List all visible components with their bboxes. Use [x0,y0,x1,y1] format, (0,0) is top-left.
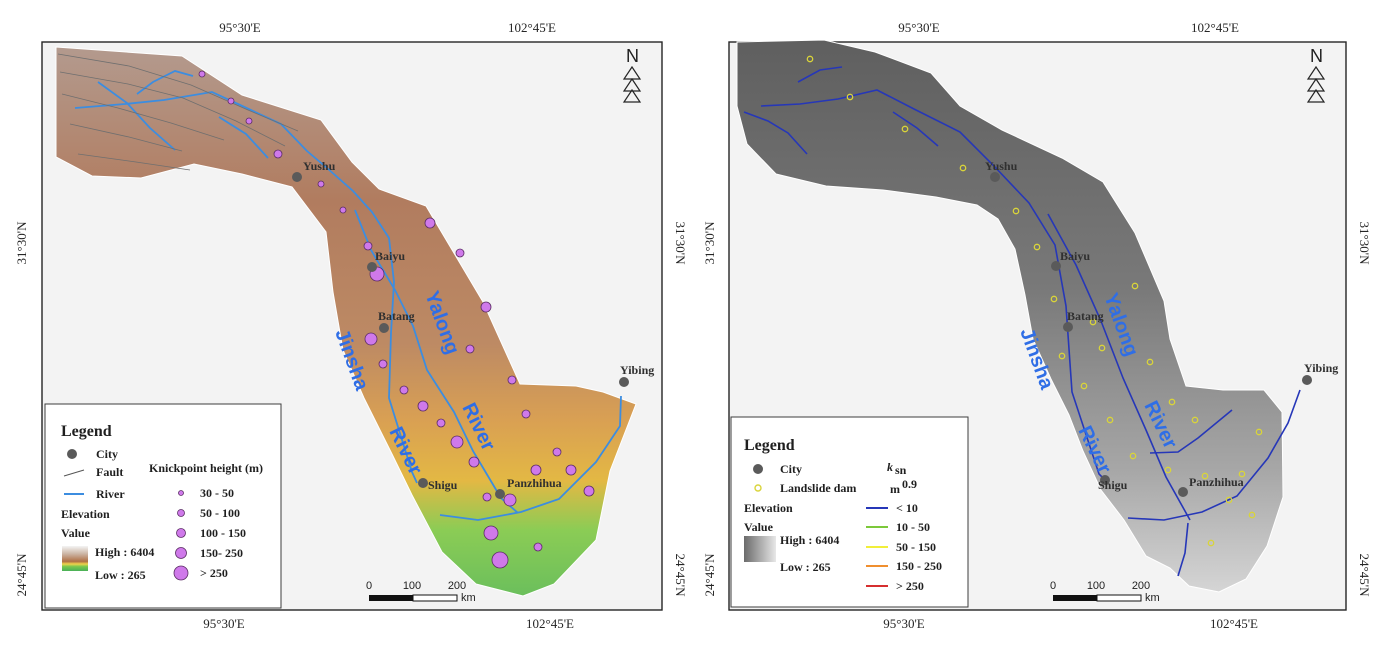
right-lat-lower-right: 24°45'N [1357,554,1372,598]
right-landslide-dams [806,55,1263,547]
svg-text:> 250: > 250 [200,566,228,580]
svg-text:< 10: < 10 [896,501,918,515]
left-north-label: N [626,46,639,66]
right-lat-upper-right: 31°30'N [1357,222,1372,266]
svg-text:Low : 265: Low : 265 [780,560,831,574]
svg-text:0: 0 [366,580,372,592]
svg-text:Landslide dam: Landslide dam [780,481,856,495]
svg-text:0.9: 0.9 [902,477,917,491]
left-top-lon-left: 95°30'E [219,20,261,35]
svg-text:100: 100 [403,580,421,592]
svg-text:km: km [461,592,476,604]
left-city-yibing: Yibing [620,363,654,377]
svg-text:High : 6404: High : 6404 [780,533,839,547]
svg-text:Fault: Fault [96,465,123,479]
right-cities: Yushu Baiyu Batang Shigu Panzhihua Yibin… [985,159,1338,497]
svg-text:150 - 250: 150 - 250 [896,559,942,573]
right-top-lon-left: 95°30'E [898,20,940,35]
right-basin-terrain [736,39,1284,593]
left-lat-lower-right: 24°45'N [673,554,688,598]
left-city-yushu: Yushu [303,159,336,173]
right-city-baiyu: Baiyu [1060,249,1090,263]
left-basin-terrain [55,46,637,597]
svg-text:sn: sn [895,463,907,477]
svg-text:Elevation: Elevation [744,501,793,515]
svg-text:River: River [96,487,125,501]
right-city-panzhihua: Panzhihua [1189,475,1244,489]
svg-text:10 - 50: 10 - 50 [896,520,930,534]
svg-text:High : 6404: High : 6404 [95,545,154,559]
left-map-panel: Yushu Baiyu Batang Shigu Panzhihua Yibin… [14,20,688,631]
right-north-label: N [1310,46,1323,66]
right-city-shigu: Shigu [1098,478,1128,492]
left-coordinates: 95°30'E 102°45'E 95°30'E 102°45'E 31°30'… [14,20,688,631]
svg-text:200: 200 [1132,580,1150,592]
right-bottom-lon-left: 95°30'E [883,616,925,631]
left-bottom-lon-left: 95°30'E [203,616,245,631]
svg-text:City: City [780,462,802,476]
right-legend: Legend City Landslide dam Elevation Valu… [730,416,969,608]
svg-text:City: City [96,447,118,461]
right-river-network [743,66,1301,577]
svg-text:Elevation: Elevation [61,507,110,521]
left-legend-title: Legend [61,423,112,440]
right-lat-lower-left: 24°45'N [702,553,717,597]
svg-text:0: 0 [1050,580,1056,592]
left-faults [57,53,299,171]
svg-text:km: km [1145,592,1160,604]
svg-text:200: 200 [448,580,466,592]
svg-text:50 - 100: 50 - 100 [200,506,240,520]
left-city-shigu: Shigu [428,478,458,492]
right-city-batang: Batang [1067,309,1104,323]
left-lat-upper-left: 31°30'N [14,221,29,265]
right-bottom-lon-right: 102°45'E [1210,616,1258,631]
left-scale-bar: 0 100 200 km [366,580,476,604]
left-lat-lower-left: 24°45'N [14,553,29,597]
left-knickpoints [198,70,595,569]
svg-text:50 - 150: 50 - 150 [896,540,936,554]
left-lat-upper-right: 31°30'N [673,222,688,266]
svg-text:Value: Value [61,526,91,540]
right-north-arrow: N [1306,46,1326,103]
svg-text:150- 250: 150- 250 [200,546,243,560]
right-scale-bar: 0 100 200 km [1050,580,1160,604]
right-coordinates: 95°30'E 102°45'E 95°30'E 102°45'E 31°30'… [702,20,1372,631]
left-bottom-lon-right: 102°45'E [526,616,574,631]
svg-text:Knickpoint height (m): Knickpoint height (m) [149,461,263,475]
left-legend: Legend City Fault River Elevation Value … [44,403,282,609]
svg-text:Value: Value [744,520,774,534]
svg-text:k: k [887,460,893,474]
right-lat-upper-left: 31°30'N [702,221,717,265]
svg-text:100 - 150: 100 - 150 [200,526,246,540]
right-top-lon-right: 102°45'E [1191,20,1239,35]
left-city-panzhihua: Panzhihua [507,476,562,490]
svg-text:Low : 265: Low : 265 [95,568,146,582]
right-city-yibing: Yibing [1304,361,1338,375]
svg-text:100: 100 [1087,580,1105,592]
left-north-arrow: N [622,46,642,103]
svg-text:m: m [890,482,900,496]
right-map-panel: Yushu Baiyu Batang Shigu Panzhihua Yibin… [702,20,1372,631]
left-top-lon-right: 102°45'E [508,20,556,35]
right-city-yushu: Yushu [985,159,1018,173]
left-cities: Yushu Baiyu Batang Shigu Panzhihua Yibin… [292,159,654,499]
left-city-batang: Batang [378,309,415,323]
right-legend-title: Legend [744,437,795,454]
left-city-baiyu: Baiyu [375,249,405,263]
svg-text:> 250: > 250 [896,579,924,593]
svg-text:30 - 50: 30 - 50 [200,486,234,500]
